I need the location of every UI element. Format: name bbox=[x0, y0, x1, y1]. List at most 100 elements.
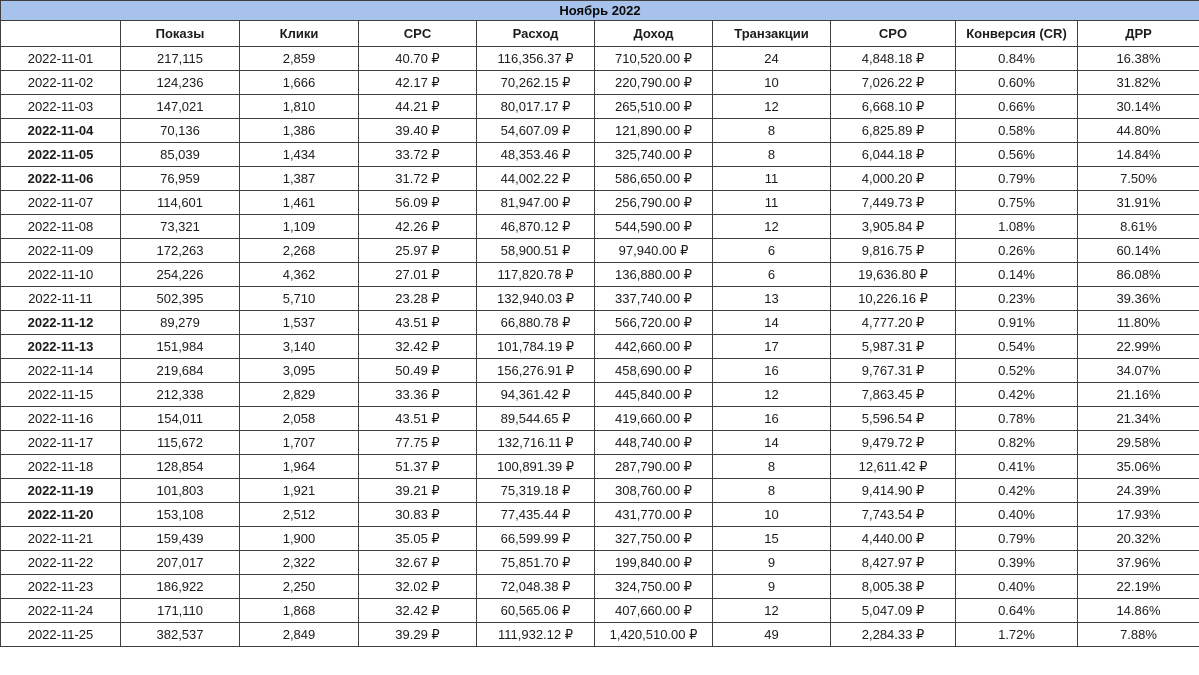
value-cell: 86.08% bbox=[1077, 262, 1199, 287]
value-cell: 4,362 bbox=[239, 262, 359, 287]
value-cell: 1,461 bbox=[239, 190, 359, 215]
value-cell: 27.01 ₽ bbox=[358, 262, 477, 287]
value-cell: 3,140 bbox=[239, 334, 359, 359]
table-row: 2022-11-15 212,338 2,829 33.36 ₽94,361.42 ₽… bbox=[0, 382, 1199, 407]
value-cell: 33.72 ₽ bbox=[358, 142, 477, 167]
value-cell: 21.16% bbox=[1077, 382, 1199, 407]
value-cell: 3,095 bbox=[239, 358, 359, 383]
value-cell: 327,750.00 ₽ bbox=[594, 526, 713, 551]
column-header: Конверсия (CR) bbox=[955, 20, 1078, 47]
value-cell: 11.80% bbox=[1077, 310, 1199, 335]
table-row: 2022-11-11 502,395 5,710 23.28 ₽132,940.03 … bbox=[0, 286, 1199, 311]
date-cell: 2022-11-05 bbox=[0, 142, 121, 167]
value-cell: 44,002.22 ₽ bbox=[476, 166, 595, 191]
value-cell: 2,250 bbox=[239, 574, 359, 599]
value-cell: 156,276.91 ₽ bbox=[476, 358, 595, 383]
table-row: 2022-11-24 171,110 1,868 32.42 ₽60,565.06 ₽… bbox=[0, 598, 1199, 623]
value-cell: 60.14% bbox=[1077, 238, 1199, 263]
value-cell: 22.99% bbox=[1077, 334, 1199, 359]
value-cell: 6 bbox=[712, 262, 831, 287]
value-cell: 14 bbox=[712, 430, 831, 455]
date-cell: 2022-11-19 bbox=[0, 478, 121, 503]
value-cell: 35.05 ₽ bbox=[358, 526, 477, 551]
value-cell: 2,058 bbox=[239, 406, 359, 431]
value-cell: 9 bbox=[712, 574, 831, 599]
value-cell: 14.86% bbox=[1077, 598, 1199, 623]
value-cell: 111,932.12 ₽ bbox=[476, 622, 595, 647]
value-cell: 132,716.11 ₽ bbox=[476, 430, 595, 455]
value-cell: 12 bbox=[712, 598, 831, 623]
value-cell: 116,356.37 ₽ bbox=[476, 46, 595, 71]
column-header: Показы bbox=[120, 20, 240, 47]
value-cell: 4,848.18 ₽ bbox=[830, 46, 956, 71]
value-cell: 448,740.00 ₽ bbox=[594, 430, 713, 455]
date-cell: 2022-11-20 bbox=[0, 502, 121, 527]
value-cell: 442,660.00 ₽ bbox=[594, 334, 713, 359]
value-cell: 5,596.54 ₽ bbox=[830, 406, 956, 431]
table-row: 2022-11-10 254,226 4,362 27.01 ₽117,820.78 … bbox=[0, 262, 1199, 287]
value-cell: 7,026.22 ₽ bbox=[830, 70, 956, 95]
table-body: 2022-11-01 217,115 2,859 40.70 ₽116,356.37 … bbox=[0, 46, 1199, 647]
date-cell: 2022-11-11 bbox=[0, 286, 121, 311]
value-cell: 9,414.90 ₽ bbox=[830, 478, 956, 503]
value-cell: 60,565.06 ₽ bbox=[476, 598, 595, 623]
value-cell: 121,890.00 ₽ bbox=[594, 118, 713, 143]
value-cell: 6 bbox=[712, 238, 831, 263]
value-cell: 16 bbox=[712, 406, 831, 431]
value-cell: 8 bbox=[712, 454, 831, 479]
value-cell: 7.88% bbox=[1077, 622, 1199, 647]
value-cell: 136,880.00 ₽ bbox=[594, 262, 713, 287]
value-cell: 207,017 bbox=[120, 550, 240, 575]
value-cell: 73,321 bbox=[120, 214, 240, 239]
value-cell: 21.34% bbox=[1077, 406, 1199, 431]
value-cell: 11 bbox=[712, 190, 831, 215]
table-row: 2022-11-04 70,136 1,386 39.40 ₽54,607.09 ₽1… bbox=[0, 118, 1199, 143]
value-cell: 75,851.70 ₽ bbox=[476, 550, 595, 575]
value-cell: 1.72% bbox=[955, 622, 1078, 647]
value-cell: 51.37 ₽ bbox=[358, 454, 477, 479]
value-cell: 101,803 bbox=[120, 478, 240, 503]
value-cell: 8 bbox=[712, 142, 831, 167]
value-cell: 586,650.00 ₽ bbox=[594, 166, 713, 191]
date-cell: 2022-11-15 bbox=[0, 382, 121, 407]
value-cell: 2,859 bbox=[239, 46, 359, 71]
value-cell: 12 bbox=[712, 94, 831, 119]
value-cell: 10 bbox=[712, 70, 831, 95]
value-cell: 58,900.51 ₽ bbox=[476, 238, 595, 263]
value-cell: 199,840.00 ₽ bbox=[594, 550, 713, 575]
value-cell: 24 bbox=[712, 46, 831, 71]
value-cell: 171,110 bbox=[120, 598, 240, 623]
value-cell: 1,537 bbox=[239, 310, 359, 335]
value-cell: 287,790.00 ₽ bbox=[594, 454, 713, 479]
value-cell: 10 bbox=[712, 502, 831, 527]
value-cell: 0.14% bbox=[955, 262, 1078, 287]
table-row: 2022-11-21 159,439 1,900 35.05 ₽66,599.99 ₽… bbox=[0, 526, 1199, 551]
value-cell: 2,322 bbox=[239, 550, 359, 575]
value-cell: 70,136 bbox=[120, 118, 240, 143]
value-cell: 0.60% bbox=[955, 70, 1078, 95]
table-row: 2022-11-20 153,108 2,512 30.83 ₽77,435.44 ₽… bbox=[0, 502, 1199, 527]
value-cell: 2,512 bbox=[239, 502, 359, 527]
table-row: 2022-11-22 207,017 2,322 32.67 ₽75,851.70 ₽… bbox=[0, 550, 1199, 575]
value-cell: 4,000.20 ₽ bbox=[830, 166, 956, 191]
column-header: Транзакции bbox=[712, 20, 831, 47]
value-cell: 2,284.33 ₽ bbox=[830, 622, 956, 647]
table-row: 2022-11-25 382,537 2,849 39.29 ₽111,932.12 … bbox=[0, 622, 1199, 647]
column-header: CPC bbox=[358, 20, 477, 47]
value-cell: 80,017.17 ₽ bbox=[476, 94, 595, 119]
value-cell: 31.82% bbox=[1077, 70, 1199, 95]
table-row: 2022-11-16 154,011 2,058 43.51 ₽89,544.65 ₽… bbox=[0, 406, 1199, 431]
value-cell: 8,427.97 ₽ bbox=[830, 550, 956, 575]
value-cell: 0.66% bbox=[955, 94, 1078, 119]
value-cell: 50.49 ₽ bbox=[358, 358, 477, 383]
value-cell: 502,395 bbox=[120, 286, 240, 311]
table-row: 2022-11-19 101,803 1,921 39.21 ₽75,319.18 ₽… bbox=[0, 478, 1199, 503]
value-cell: 117,820.78 ₽ bbox=[476, 262, 595, 287]
value-cell: 0.40% bbox=[955, 574, 1078, 599]
column-header: Расход bbox=[476, 20, 595, 47]
value-cell: 4,777.20 ₽ bbox=[830, 310, 956, 335]
value-cell: 7,743.54 ₽ bbox=[830, 502, 956, 527]
table-row: 2022-11-08 73,321 1,109 42.26 ₽46,870.12 ₽5… bbox=[0, 214, 1199, 239]
value-cell: 9,767.31 ₽ bbox=[830, 358, 956, 383]
value-cell: 2,849 bbox=[239, 622, 359, 647]
